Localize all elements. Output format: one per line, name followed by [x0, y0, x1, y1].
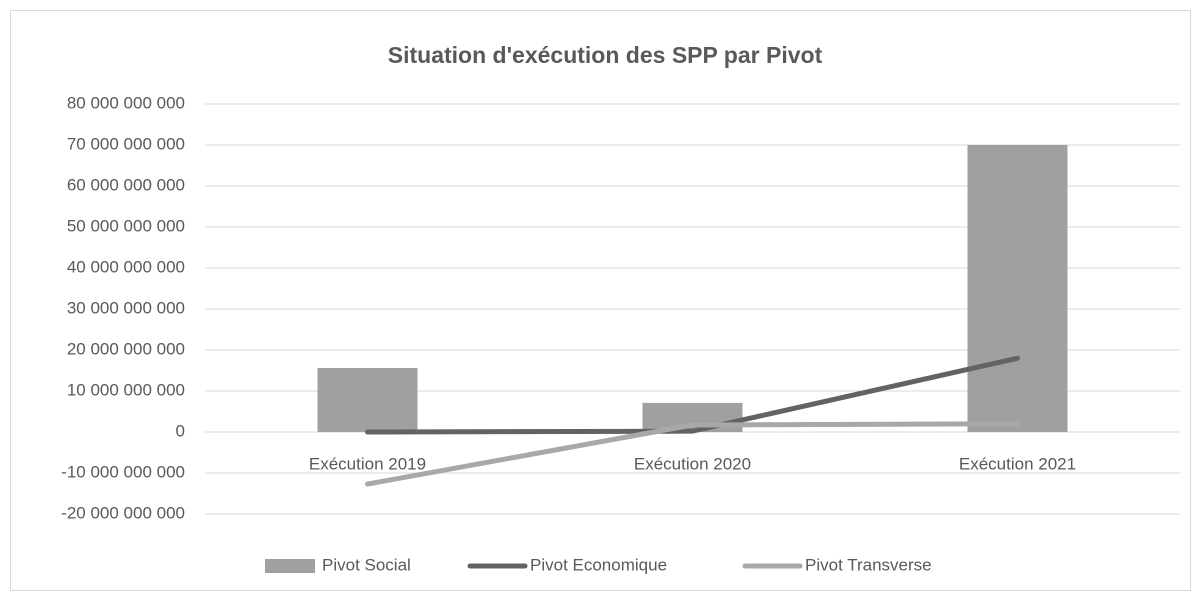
legend-label: Pivot Economique [530, 555, 667, 574]
x-tick-label: Exécution 2021 [959, 454, 1076, 473]
y-tick-label: 10 000 000 000 [67, 380, 185, 399]
y-tick-label: 80 000 000 000 [67, 93, 185, 112]
legend-label: Pivot Social [322, 555, 411, 574]
line [365, 355, 1020, 435]
bar [967, 145, 1068, 432]
y-tick-label: 20 000 000 000 [67, 339, 185, 358]
legend-label: Pivot Transverse [805, 555, 932, 574]
y-tick-label: 60 000 000 000 [67, 175, 185, 194]
y-tick-label: -10 000 000 000 [61, 462, 185, 481]
y-tick-label: 70 000 000 000 [67, 134, 185, 153]
x-tick-label: Exécution 2020 [634, 454, 751, 473]
y-tick-label: 50 000 000 000 [67, 216, 185, 235]
bar [317, 368, 418, 432]
y-tick-label: 30 000 000 000 [67, 298, 185, 317]
y-tick-label: 0 [176, 421, 185, 440]
y-tick-label: -20 000 000 000 [61, 503, 185, 522]
x-tick-label: Exécution 2019 [309, 454, 426, 473]
y-tick-label: 40 000 000 000 [67, 257, 185, 276]
bar [642, 402, 743, 432]
chart-title: Situation d'exécution des SPP par Pivot [388, 42, 823, 68]
legend-swatch [265, 559, 315, 573]
line [365, 421, 1020, 487]
